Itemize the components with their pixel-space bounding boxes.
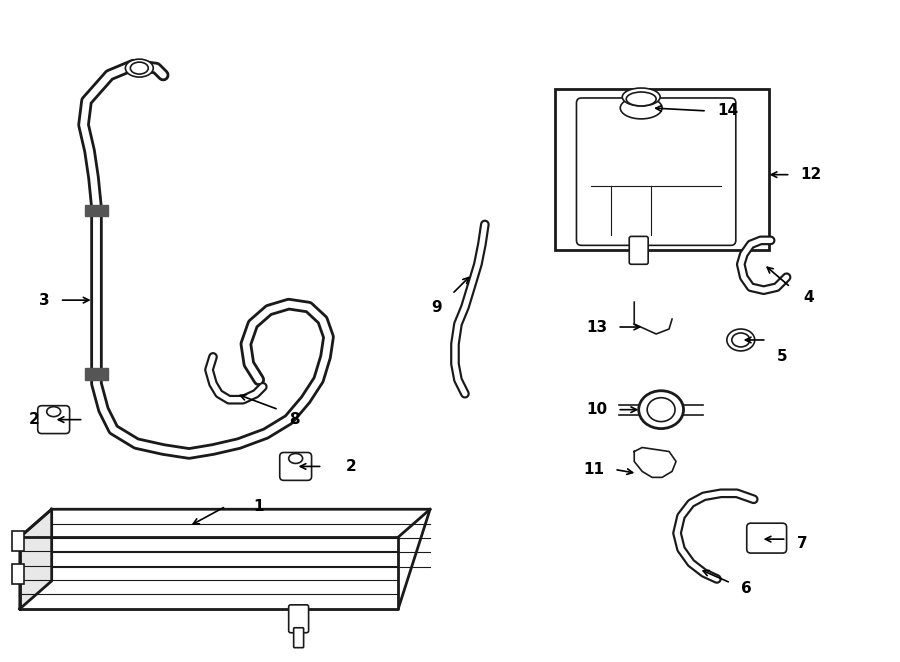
Ellipse shape <box>47 406 60 416</box>
FancyBboxPatch shape <box>289 605 309 633</box>
Text: 12: 12 <box>800 167 822 182</box>
Ellipse shape <box>647 398 675 422</box>
Text: 11: 11 <box>583 462 604 477</box>
Text: 8: 8 <box>289 412 300 427</box>
Ellipse shape <box>130 62 148 74</box>
Text: 4: 4 <box>804 290 814 305</box>
Polygon shape <box>20 509 51 609</box>
Ellipse shape <box>622 88 660 106</box>
FancyBboxPatch shape <box>577 98 736 246</box>
Polygon shape <box>634 448 676 477</box>
Text: 3: 3 <box>39 293 50 308</box>
Ellipse shape <box>620 97 662 119</box>
Bar <box>12 564 23 584</box>
Text: 6: 6 <box>741 581 751 596</box>
Ellipse shape <box>732 333 750 347</box>
Bar <box>12 531 23 551</box>
FancyBboxPatch shape <box>38 406 69 434</box>
Polygon shape <box>20 509 430 609</box>
Ellipse shape <box>289 453 302 463</box>
Polygon shape <box>20 537 398 609</box>
Ellipse shape <box>626 92 656 106</box>
Text: 10: 10 <box>586 402 608 417</box>
Text: 1: 1 <box>253 498 264 514</box>
FancyBboxPatch shape <box>747 523 787 553</box>
FancyBboxPatch shape <box>280 453 311 481</box>
Text: 7: 7 <box>796 536 807 551</box>
Text: 2: 2 <box>346 459 356 474</box>
Text: 13: 13 <box>586 320 608 334</box>
Ellipse shape <box>727 329 755 351</box>
Text: 5: 5 <box>777 350 788 364</box>
Text: 9: 9 <box>431 300 442 314</box>
Text: 14: 14 <box>717 103 738 118</box>
Ellipse shape <box>125 59 153 77</box>
FancyBboxPatch shape <box>629 236 648 264</box>
Bar <box>85 205 108 216</box>
Ellipse shape <box>639 391 683 428</box>
Text: 2: 2 <box>29 412 40 427</box>
Bar <box>85 368 108 380</box>
Polygon shape <box>634 302 672 334</box>
Bar <box>554 89 769 250</box>
FancyBboxPatch shape <box>293 628 303 647</box>
